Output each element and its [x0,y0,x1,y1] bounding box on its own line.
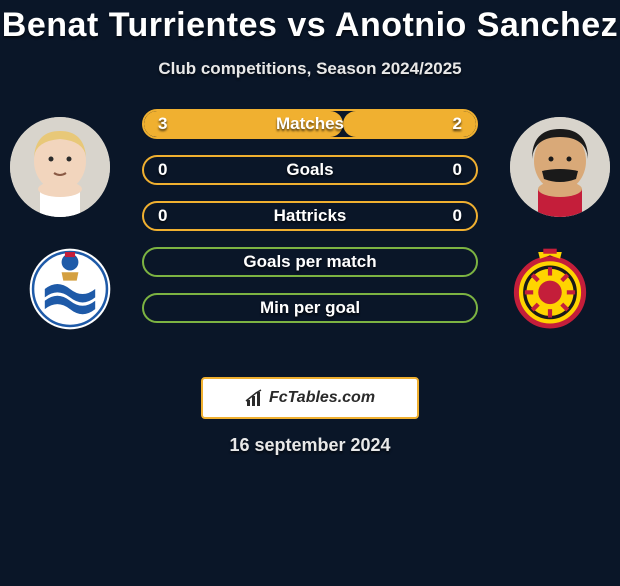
page-title: Benat Turrientes vs Anotnio Sanchez [0,6,620,45]
club-left-badge [28,247,112,331]
player-right-face-icon [510,117,610,217]
stat-value-left: 0 [158,160,167,180]
stat-pill: Min per goal [142,293,478,323]
stat-value-right: 2 [453,114,462,134]
stat-label: Hattricks [274,206,347,226]
stat-label: Goals [286,160,333,180]
chart-icon [245,388,265,408]
stat-pill: 0 0 Hattricks [142,201,478,231]
club-left-crest-icon [28,247,112,331]
stat-value-left: 0 [158,206,167,226]
stat-pill: Goals per match [142,247,478,277]
club-right-crest-icon [508,247,592,331]
stat-label: Goals per match [243,252,376,272]
player-right-avatar [510,117,610,217]
stat-value-right: 0 [453,206,462,226]
stat-label: Matches [276,114,344,134]
stat-pill: 0 0 Goals [142,155,478,185]
brand-label: FcTables.com [245,388,375,408]
comparison-panel: 3 2 Matches 0 0 Goals 0 0 Hattricks Goals per mat… [0,109,620,369]
club-right-badge [508,247,592,331]
stat-value-left: 3 [158,114,167,134]
player-left-avatar [10,117,110,217]
brand-box: FcTables.com [201,377,419,419]
stat-label: Min per goal [260,298,360,318]
stat-pills: 3 2 Matches 0 0 Goals 0 0 Hattricks Goals per mat… [142,109,478,323]
subtitle: Club competitions, Season 2024/2025 [0,59,620,79]
stat-pill: 3 2 Matches [142,109,478,139]
date-label: 16 september 2024 [0,435,620,456]
stat-value-right: 0 [453,160,462,180]
brand-text: FcTables.com [269,389,375,407]
player-left-face-icon [10,117,110,217]
